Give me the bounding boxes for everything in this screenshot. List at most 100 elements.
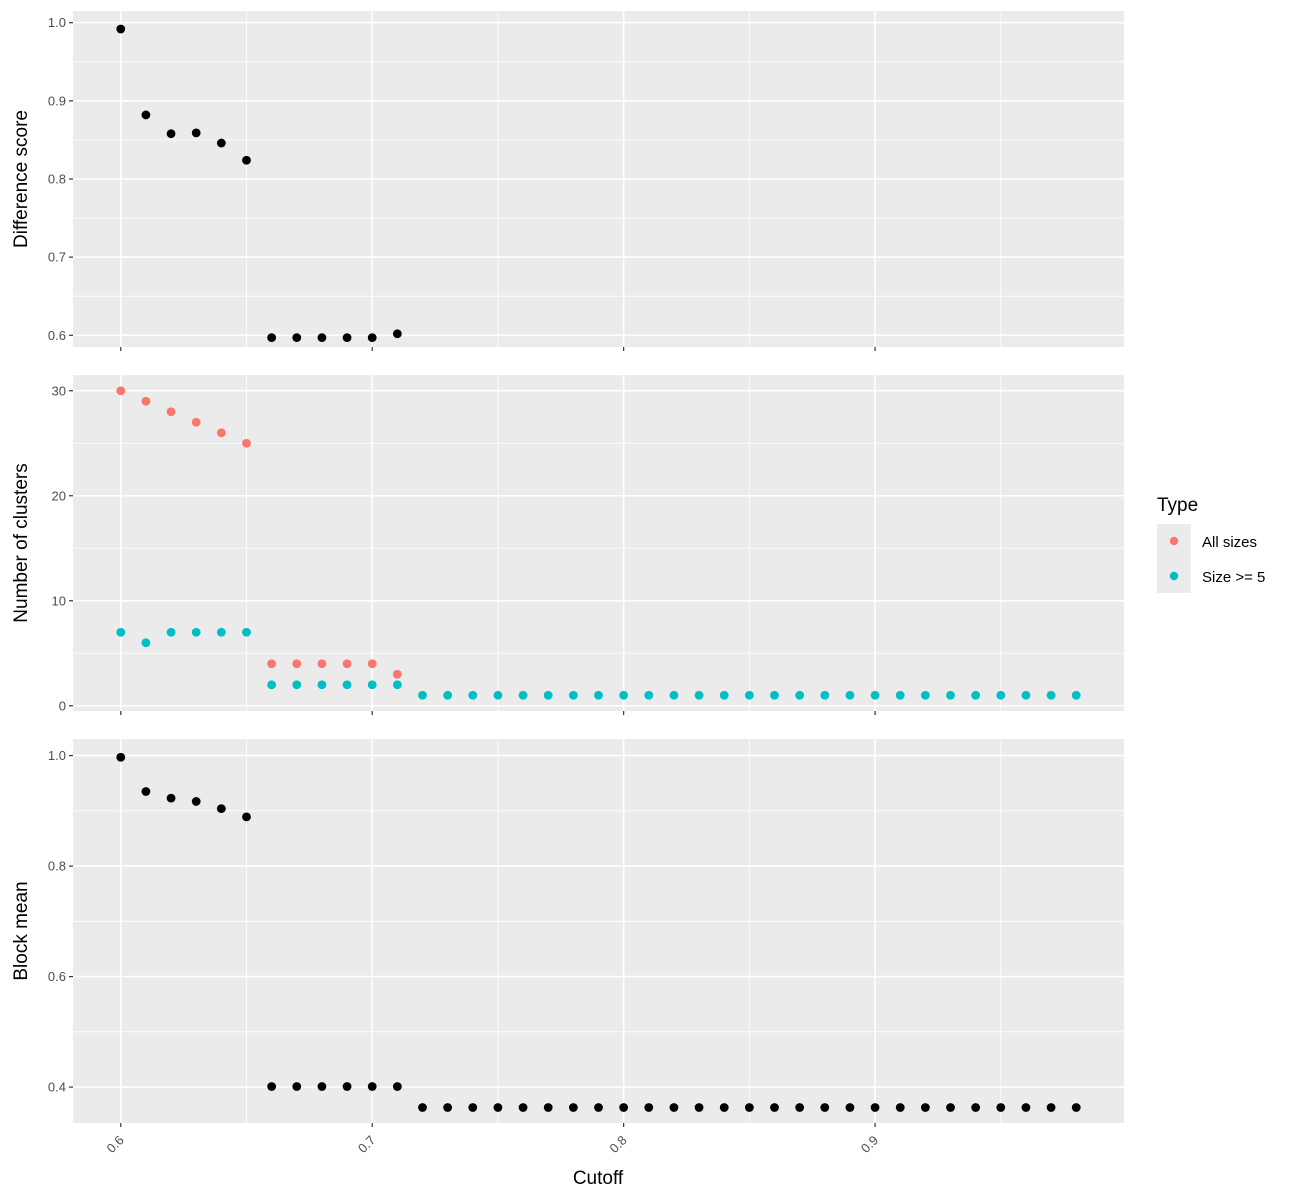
difference-score-point-series [267, 333, 277, 343]
difference-score-point-series [367, 333, 377, 343]
number-of-clusters-point-size-5 [141, 638, 151, 648]
block-mean-point-series [267, 1082, 277, 1091]
block-mean-point-series [493, 1103, 503, 1112]
block-mean-point-series [141, 787, 151, 796]
number-of-clusters-point-size-5 [845, 690, 855, 700]
number-of-clusters-y-tick-label: 0 [59, 698, 66, 713]
block-mean-point-series [317, 1082, 327, 1091]
number-of-clusters-y-tick-label: 30 [52, 383, 66, 398]
block-mean-point-series [518, 1103, 528, 1112]
number-of-clusters-point-size-5 [116, 627, 126, 637]
number-of-clusters-point-size-5 [920, 690, 930, 700]
difference-score-point-series [342, 333, 352, 343]
difference-score-y-tick-label: 0.6 [48, 328, 66, 343]
block-mean-panel: 0.4 0.6 0.8 1.0 Block mean 0.6 0.7 0.8 0.9 [11, 739, 1124, 1156]
number-of-clusters-point-all-sizes [166, 407, 176, 417]
number-of-clusters-point-size-5 [694, 690, 704, 700]
number-of-clusters-point-size-5 [443, 690, 453, 700]
number-of-clusters-point-size-5 [1071, 690, 1081, 700]
block-mean-point-series [594, 1103, 603, 1112]
block-mean-background [73, 739, 1124, 1123]
number-of-clusters-point-size-5 [292, 680, 302, 690]
block-mean-point-series [669, 1103, 679, 1112]
number-of-clusters-point-size-5 [317, 680, 327, 690]
block-mean-point-series [443, 1103, 453, 1112]
block-mean-y-tick-label: 0.6 [48, 969, 66, 984]
difference-score-point-series [116, 24, 126, 34]
number-of-clusters-point-all-sizes [342, 659, 352, 669]
block-mean-y-axis-title: Block mean [11, 881, 32, 980]
block-mean-point-series [996, 1103, 1006, 1112]
difference-score-point-series [317, 333, 327, 343]
block-mean-point-series [392, 1082, 402, 1091]
difference-score-y-tick-label: 0.8 [48, 172, 66, 187]
number-of-clusters-point-size-5 [518, 690, 528, 700]
number-of-clusters-point-all-sizes [242, 438, 251, 448]
number-of-clusters-point-size-5 [568, 690, 578, 700]
number-of-clusters-point-size-5 [946, 690, 955, 700]
difference-score-panel: 0.6 0.7 0.8 0.9 1.0 Difference score [11, 11, 1124, 351]
block-mean-point-series [1071, 1103, 1081, 1112]
number-of-clusters-point-size-5 [367, 680, 377, 690]
difference-score-y-axis-title: Difference score [11, 110, 32, 248]
x-tick-label: 0.9 [858, 1133, 881, 1156]
number-of-clusters-point-size-5 [242, 627, 251, 637]
number-of-clusters-point-all-sizes [216, 428, 226, 438]
block-mean-point-series [719, 1103, 729, 1112]
number-of-clusters-point-all-sizes [392, 669, 402, 679]
block-mean-point-series [946, 1103, 955, 1112]
number-of-clusters-y-axis-title: Number of clusters [11, 463, 32, 622]
number-of-clusters-point-size-5 [392, 680, 402, 690]
number-of-clusters-y-tick-label: 10 [52, 593, 66, 608]
block-mean-point-series [468, 1103, 478, 1112]
x-tick-label: 0.8 [606, 1133, 629, 1156]
block-mean-point-series [895, 1103, 905, 1112]
number-of-clusters-point-size-5 [644, 690, 654, 700]
number-of-clusters-point-size-5 [770, 690, 779, 700]
block-mean-point-series [543, 1103, 553, 1112]
number-of-clusters-point-size-5 [619, 690, 629, 700]
block-mean-point-series [694, 1103, 704, 1112]
legend-label-all-sizes: All sizes [1202, 534, 1257, 551]
block-mean-point-series [920, 1103, 930, 1112]
difference-score-point-series [191, 128, 201, 138]
number-of-clusters-point-size-5 [971, 690, 981, 700]
block-mean-point-series [116, 752, 126, 762]
number-of-clusters-point-size-5 [594, 690, 603, 700]
block-mean-point-series [644, 1103, 654, 1112]
difference-score-y-tick-label: 0.9 [48, 93, 66, 108]
number-of-clusters-background [73, 375, 1124, 711]
number-of-clusters-y-tick-label: 20 [52, 488, 66, 503]
difference-score-point-series [392, 329, 402, 339]
block-mean-point-series [216, 804, 226, 814]
number-of-clusters-point-size-5 [418, 690, 427, 700]
number-of-clusters-point-size-5 [543, 690, 553, 700]
difference-score-y-tick-label: 0.7 [48, 250, 66, 265]
difference-score-point-series [141, 110, 151, 120]
number-of-clusters-point-size-5 [744, 690, 754, 700]
number-of-clusters-point-size-5 [870, 690, 880, 700]
legend-key-background [1157, 524, 1191, 593]
number-of-clusters-point-all-sizes [292, 659, 302, 669]
difference-score-y-tick-label: 1.0 [48, 15, 66, 30]
difference-score-point-series [166, 129, 176, 139]
block-mean-point-series [418, 1103, 427, 1112]
number-of-clusters-point-size-5 [216, 627, 226, 637]
block-mean-point-series [744, 1103, 754, 1112]
number-of-clusters-point-size-5 [1046, 690, 1056, 700]
number-of-clusters-point-size-5 [1021, 690, 1031, 700]
x-tick-label: 0.7 [355, 1133, 378, 1156]
number-of-clusters-panel: 0 10 20 30 Number of clusters [11, 375, 1124, 715]
number-of-clusters-point-size-5 [493, 690, 503, 700]
block-mean-point-series [242, 812, 251, 822]
number-of-clusters-point-size-5 [191, 627, 201, 637]
block-mean-point-series [870, 1103, 880, 1112]
legend-label-size-ge-5: Size >= 5 [1202, 569, 1265, 586]
block-mean-point-series [1046, 1103, 1056, 1112]
block-mean-point-series [342, 1082, 352, 1091]
block-mean-point-series [795, 1103, 805, 1112]
block-mean-y-tick-label: 0.8 [48, 859, 66, 874]
legend-title: Type [1157, 495, 1198, 516]
block-mean-y-tick-label: 1.0 [48, 748, 66, 763]
